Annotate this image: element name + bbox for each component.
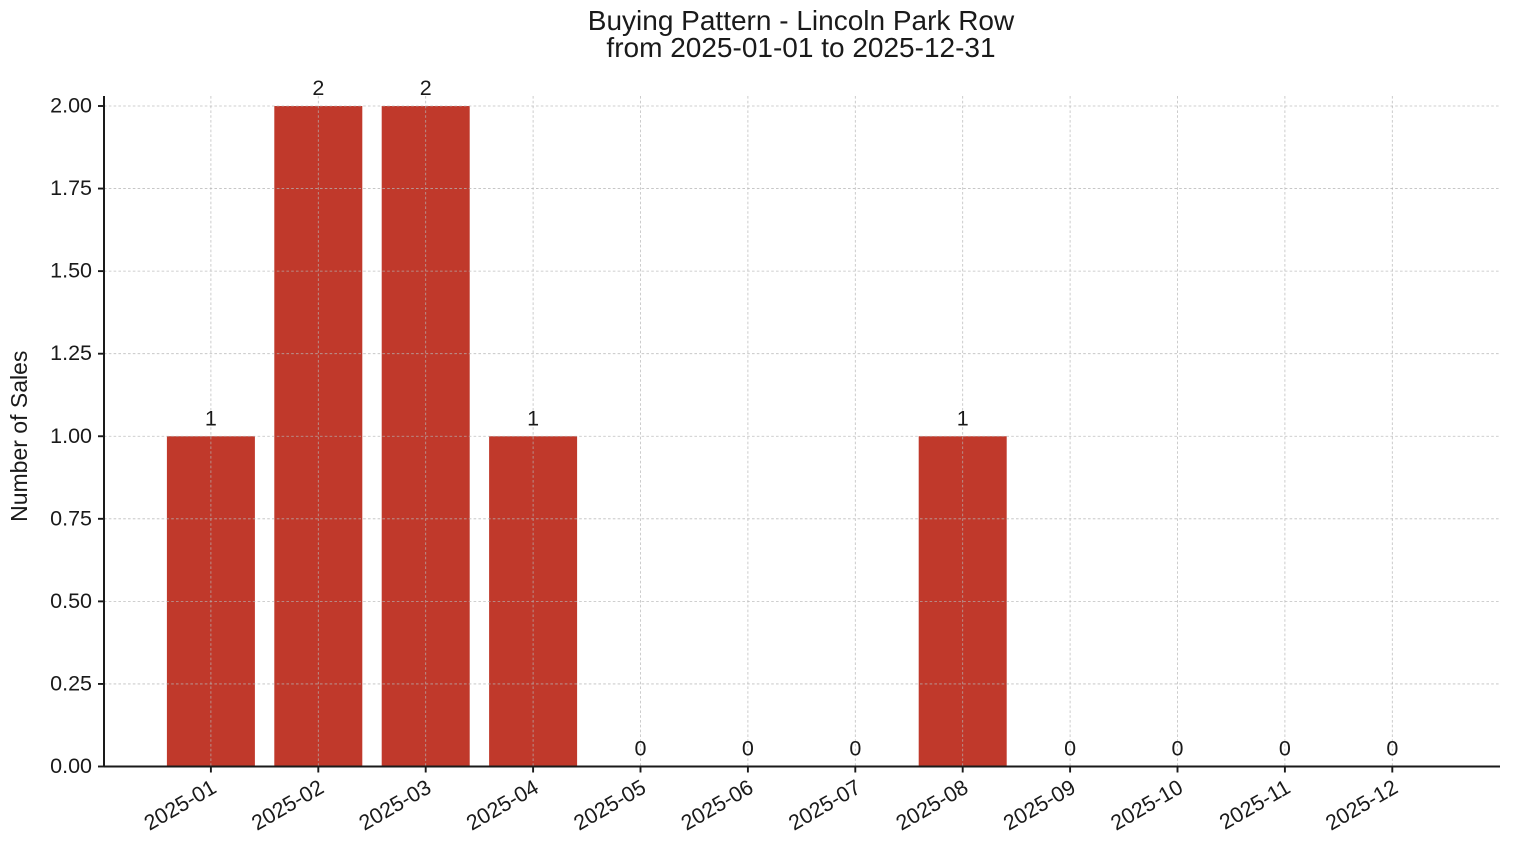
svg-text:0: 0 [1172,737,1184,761]
svg-text:2025-07: 2025-07 [784,775,864,835]
svg-text:0: 0 [849,737,861,761]
svg-text:1: 1 [527,406,539,430]
svg-text:0: 0 [742,737,754,761]
svg-text:2025-09: 2025-09 [999,775,1079,835]
svg-text:from 2025-01-01 to 2025-12-31: from 2025-01-01 to 2025-12-31 [606,32,995,63]
svg-text:2: 2 [312,76,324,100]
svg-text:2025-02: 2025-02 [247,775,327,835]
svg-text:1: 1 [205,406,217,430]
svg-text:2025-08: 2025-08 [892,775,972,835]
svg-text:1: 1 [957,406,969,430]
svg-text:2.00: 2.00 [50,94,92,118]
svg-text:2025-06: 2025-06 [677,775,757,835]
svg-text:0.75: 0.75 [50,506,92,530]
svg-text:1.50: 1.50 [50,259,92,283]
svg-text:0.25: 0.25 [50,671,92,695]
svg-text:2025-01: 2025-01 [140,775,220,835]
svg-text:2025-11: 2025-11 [1215,775,1294,834]
svg-text:0: 0 [1386,737,1398,761]
svg-text:1.25: 1.25 [50,341,92,365]
svg-text:2025-05: 2025-05 [570,775,650,835]
svg-text:1.75: 1.75 [50,176,92,200]
svg-text:0.50: 0.50 [50,589,92,613]
svg-text:2: 2 [420,76,432,100]
svg-text:2025-03: 2025-03 [355,775,435,835]
svg-text:0.00: 0.00 [50,754,92,778]
svg-text:1.00: 1.00 [50,424,92,448]
svg-text:0: 0 [1064,737,1076,761]
svg-text:2025-12: 2025-12 [1321,775,1401,835]
svg-text:0: 0 [635,737,647,761]
svg-text:0: 0 [1279,737,1291,761]
svg-text:2025-10: 2025-10 [1107,775,1187,835]
svg-text:2025-04: 2025-04 [462,775,542,835]
svg-text:Number of Sales: Number of Sales [6,351,32,522]
